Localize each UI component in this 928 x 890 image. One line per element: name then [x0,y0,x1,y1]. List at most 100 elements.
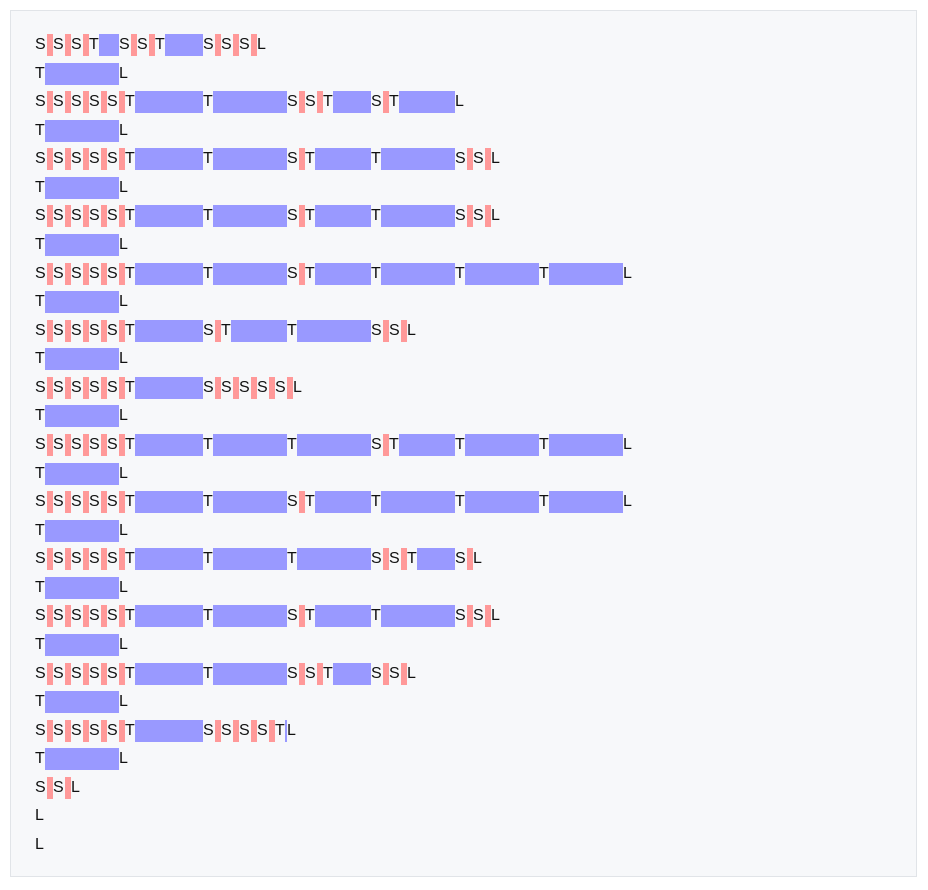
token-letter: T [89,36,99,53]
space-marker [215,319,221,342]
token-letter: S [35,321,46,339]
token-letter: S [53,378,64,396]
token-letter: S [305,93,316,111]
token-letter: S [203,321,214,339]
token-letter: T [305,607,315,625]
token-letter: S [473,207,484,225]
token-letter: T [35,293,45,311]
space-marker [47,148,53,171]
space-marker [119,262,125,285]
token-letter: L [455,93,464,111]
space-marker [83,205,89,228]
space-marker [65,719,71,742]
token-letter: T [125,150,135,168]
space-marker [101,548,107,571]
space-marker [299,262,305,285]
space-marker [119,548,125,571]
token-letter: S [371,321,382,339]
token-letter: T [389,93,399,111]
token-letter: T [371,207,381,225]
token-letter: T [203,264,213,282]
tab-marker [99,34,119,56]
token-letter: S [35,207,46,225]
tab-marker [45,748,119,771]
space-marker [269,376,275,399]
tab-marker [381,262,455,285]
token-letter: T [35,121,45,139]
tab-marker [315,605,371,628]
space-marker [119,719,125,742]
space-marker [383,319,389,342]
token-letter: S [107,435,118,453]
space-marker [83,34,89,56]
token-letter: L [119,693,128,711]
space-marker [65,776,71,799]
token-letter: S [71,207,82,225]
token-letter: T [125,93,135,111]
token-letter: S [89,378,100,396]
tab-marker [45,119,119,142]
token-letter: S [239,378,250,396]
token-letter: S [71,493,82,511]
token-letter: S [35,264,46,282]
space-marker [83,719,89,742]
tab-marker [135,148,203,171]
tab-marker [297,548,371,571]
tab-marker [399,433,455,456]
space-marker [47,662,53,685]
token-letter: T [323,664,333,682]
token-letter: T [125,378,135,396]
token-letter: T [221,321,231,339]
tab-marker [135,548,203,571]
token-letter: L [119,235,128,253]
token-letter: S [473,150,484,168]
space-marker [65,433,71,456]
token-letter: S [221,36,232,53]
space-marker [251,376,257,399]
token-letter: S [275,378,286,396]
token-letter: L [293,378,302,396]
space-marker [317,91,323,114]
tab-marker [213,605,287,628]
space-marker [233,34,239,56]
token-letter: S [455,150,466,168]
space-marker [101,491,107,514]
tab-marker [381,148,455,171]
token-letter: S [53,321,64,339]
token-letter: T [275,721,285,739]
space-marker [47,491,53,514]
space-marker [101,262,107,285]
space-marker [383,548,389,571]
token-letter: T [539,493,549,511]
space-marker [467,148,473,171]
token-letter: L [119,578,128,596]
token-letter: T [35,64,45,82]
tab-marker [213,662,287,685]
token-letter: S [305,664,316,682]
tab-marker [315,262,371,285]
token-letter: S [371,550,382,568]
token-letter: T [203,607,213,625]
token-letter: L [257,36,266,53]
tab-marker [45,62,119,85]
token-letter: S [107,607,118,625]
token-letter: S [203,36,214,53]
space-marker [47,205,53,228]
token-letter: T [35,178,45,196]
token-letter: S [371,664,382,682]
tab-marker [135,433,203,456]
tab-marker [135,91,203,114]
token-letter: S [287,207,298,225]
token-letter: L [119,178,128,196]
space-marker [383,433,389,456]
token-letter: L [407,664,416,682]
token-letter: S [107,150,118,168]
